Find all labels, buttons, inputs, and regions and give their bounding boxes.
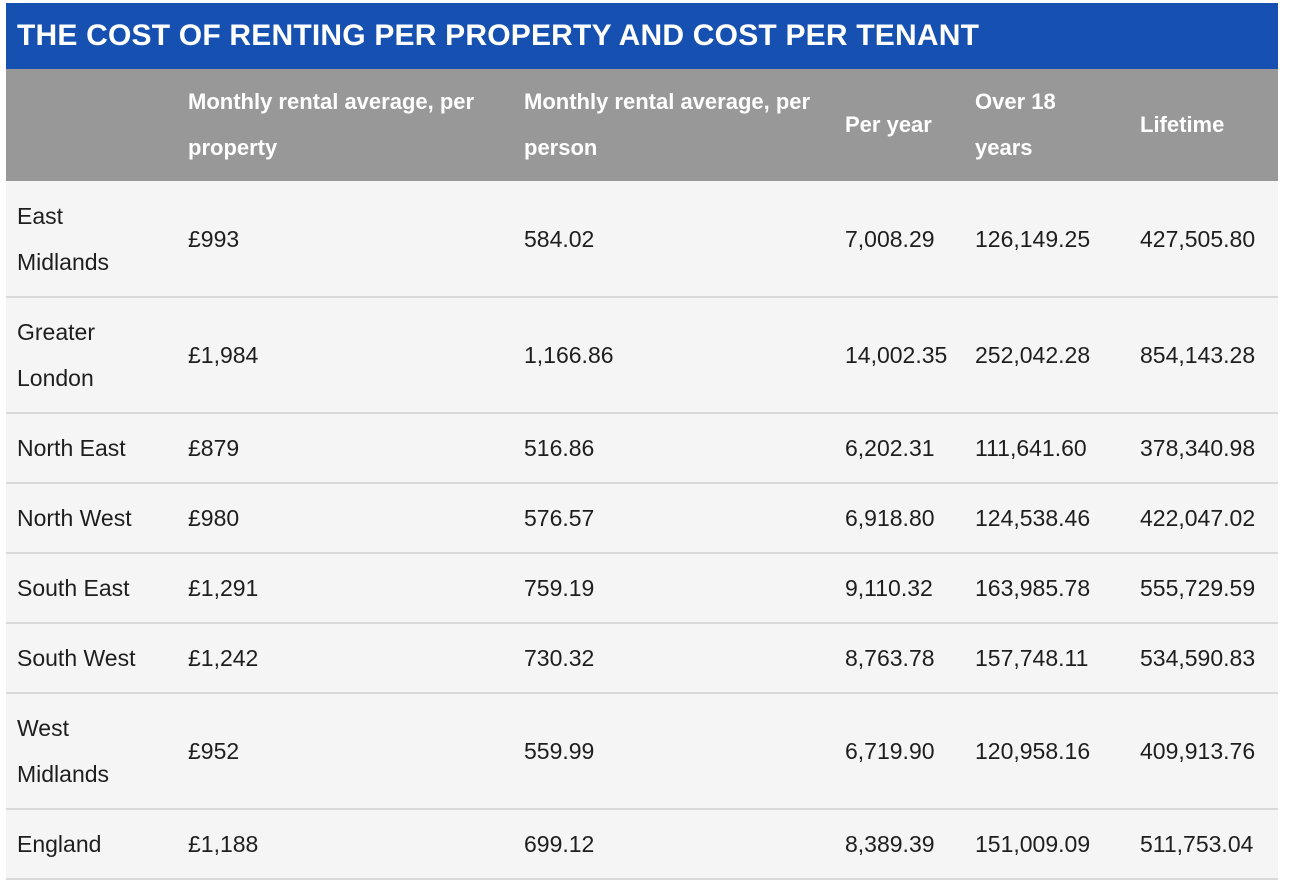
lifetime-cell: 854,143.28 bbox=[1129, 297, 1278, 414]
region-cell: South East bbox=[6, 553, 177, 624]
region-cell: England bbox=[6, 809, 177, 880]
over-18-years-cell: 252,042.28 bbox=[964, 297, 1129, 414]
region-cell: East Midlands bbox=[6, 181, 177, 298]
column-header-lifetime: Lifetime bbox=[1129, 69, 1278, 181]
per-person-cell: 1,166.86 bbox=[513, 297, 834, 414]
over-18-years-cell: 111,641.60 bbox=[964, 413, 1129, 484]
table-row: East Midlands £993 584.02 7,008.29 126,1… bbox=[6, 181, 1278, 298]
table-row: South West £1,242 730.32 8,763.78 157,74… bbox=[6, 623, 1278, 694]
column-header-per-person: Monthly rental average, per person bbox=[513, 69, 834, 181]
lifetime-cell: 511,753.04 bbox=[1129, 809, 1278, 880]
header-row: Monthly rental average, per property Mon… bbox=[6, 69, 1278, 181]
table-row: South East £1,291 759.19 9,110.32 163,98… bbox=[6, 553, 1278, 624]
lifetime-cell: 534,590.83 bbox=[1129, 623, 1278, 694]
per-property-cell: £879 bbox=[177, 413, 513, 484]
over-18-years-cell: 124,538.46 bbox=[964, 483, 1129, 554]
per-property-cell: £952 bbox=[177, 693, 513, 810]
table-row: Greater London £1,984 1,166.86 14,002.35… bbox=[6, 297, 1278, 414]
column-header-region bbox=[6, 69, 177, 181]
lifetime-cell: 378,340.98 bbox=[1129, 413, 1278, 484]
per-person-cell: 516.86 bbox=[513, 413, 834, 484]
per-person-cell: 699.12 bbox=[513, 809, 834, 880]
per-property-cell: £1,984 bbox=[177, 297, 513, 414]
rent-cost-table-container: THE COST OF RENTING PER PROPERTY AND COS… bbox=[6, 3, 1278, 880]
lifetime-cell: 555,729.59 bbox=[1129, 553, 1278, 624]
per-person-cell: 576.57 bbox=[513, 483, 834, 554]
table-row: England £1,188 699.12 8,389.39 151,009.0… bbox=[6, 809, 1278, 880]
per-person-cell: 559.99 bbox=[513, 693, 834, 810]
table-row: West Midlands £952 559.99 6,719.90 120,9… bbox=[6, 693, 1278, 810]
per-year-cell: 6,918.80 bbox=[834, 483, 964, 554]
per-year-cell: 7,008.29 bbox=[834, 181, 964, 298]
per-property-cell: £1,188 bbox=[177, 809, 513, 880]
lifetime-cell: 427,505.80 bbox=[1129, 181, 1278, 298]
table-title: THE COST OF RENTING PER PROPERTY AND COS… bbox=[6, 3, 1278, 69]
per-property-cell: £1,291 bbox=[177, 553, 513, 624]
per-year-cell: 6,719.90 bbox=[834, 693, 964, 810]
per-year-cell: 6,202.31 bbox=[834, 413, 964, 484]
column-header-per-property: Monthly rental average, per property bbox=[177, 69, 513, 181]
table-row: North West £980 576.57 6,918.80 124,538.… bbox=[6, 483, 1278, 554]
table-header: Monthly rental average, per property Mon… bbox=[6, 69, 1278, 181]
over-18-years-cell: 151,009.09 bbox=[964, 809, 1129, 880]
table-body: East Midlands £993 584.02 7,008.29 126,1… bbox=[6, 181, 1278, 880]
lifetime-cell: 409,913.76 bbox=[1129, 693, 1278, 810]
rent-cost-table: Monthly rental average, per property Mon… bbox=[6, 69, 1278, 880]
per-person-cell: 730.32 bbox=[513, 623, 834, 694]
lifetime-cell: 422,047.02 bbox=[1129, 483, 1278, 554]
over-18-years-cell: 120,958.16 bbox=[964, 693, 1129, 810]
over-18-years-cell: 157,748.11 bbox=[964, 623, 1129, 694]
per-property-cell: £993 bbox=[177, 181, 513, 298]
per-property-cell: £980 bbox=[177, 483, 513, 554]
over-18-years-cell: 126,149.25 bbox=[964, 181, 1129, 298]
per-year-cell: 14,002.35 bbox=[834, 297, 964, 414]
table-row: North East £879 516.86 6,202.31 111,641.… bbox=[6, 413, 1278, 484]
per-property-cell: £1,242 bbox=[177, 623, 513, 694]
per-person-cell: 584.02 bbox=[513, 181, 834, 298]
per-person-cell: 759.19 bbox=[513, 553, 834, 624]
region-cell: South West bbox=[6, 623, 177, 694]
column-header-per-year: Per year bbox=[834, 69, 964, 181]
region-cell: West Midlands bbox=[6, 693, 177, 810]
over-18-years-cell: 163,985.78 bbox=[964, 553, 1129, 624]
per-year-cell: 8,763.78 bbox=[834, 623, 964, 694]
column-header-over-18-years: Over 18 years bbox=[964, 69, 1129, 181]
per-year-cell: 8,389.39 bbox=[834, 809, 964, 880]
region-cell: Greater London bbox=[6, 297, 177, 414]
per-year-cell: 9,110.32 bbox=[834, 553, 964, 624]
region-cell: North East bbox=[6, 413, 177, 484]
region-cell: North West bbox=[6, 483, 177, 554]
